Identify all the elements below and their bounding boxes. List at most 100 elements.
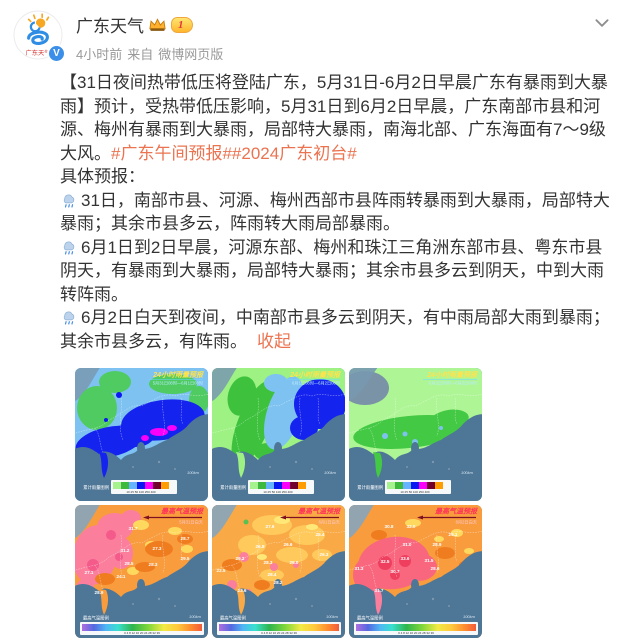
map-subtitle: 5月31日白天 [179, 519, 204, 526]
svg-text:31.2: 31.2 [121, 548, 130, 553]
svg-text:26.3: 26.3 [320, 552, 329, 557]
map-scale: 100km [187, 470, 200, 475]
username[interactable]: 广东天气 [76, 17, 144, 36]
svg-text:31.0: 31.0 [403, 542, 412, 547]
map-title: 24小时雨量预报 [289, 370, 341, 379]
rain-cloud-icon [63, 194, 75, 208]
svg-text:28.3: 28.3 [264, 560, 273, 565]
post-content: 【31日夜间热带低压将登陆广东，5月31日-6月2日早晨广东有暴雨到大暴雨】预计… [60, 71, 613, 353]
svg-text:31.7: 31.7 [375, 588, 384, 593]
svg-text:29.2: 29.2 [236, 556, 245, 561]
svg-text:30.7: 30.7 [391, 569, 400, 574]
svg-text:25.4: 25.4 [316, 532, 325, 537]
svg-text:27.3: 27.3 [153, 546, 162, 551]
map-title: 最高气温预报 [435, 507, 478, 516]
svg-text:23.6: 23.6 [238, 588, 247, 593]
temperature-labels: 27.6 25.4 26.5 26.6 28.3 28.0 26.3 29.2 … [217, 524, 329, 593]
timestamp[interactable]: 4小时前 [76, 47, 123, 62]
map-scale: 100km [189, 614, 202, 619]
temp-map-day2[interactable]: 27.6 25.4 26.5 26.6 28.3 28.0 26.3 29.2 … [212, 505, 345, 638]
temperature-labels: 31.7 28.7 31.2 27.3 28.5 28.3 29.5 27.1 … [85, 526, 190, 595]
bullet-text: 6月2日白天到夜间，中南部市县多云到阴天，有中雨局部大雨到暴雨；其余市县多云，有… [60, 308, 610, 351]
fan-level-badge[interactable]: 1 [171, 16, 193, 33]
detail-heading: 具体预报： [60, 167, 145, 186]
temperature-labels: 30.8 32.0 29.1 31.0 28.9 32.5 33.6 31.5 … [355, 524, 458, 593]
map-title: 最高气温预报 [161, 507, 204, 516]
post-header: 广东天气 V 广东天气 1 4小时前 来自 微博网页版 [13, 10, 618, 64]
legend-label: 最高气温图例 [220, 615, 246, 622]
svg-text:31.7: 31.7 [129, 526, 138, 531]
svg-text:30.8: 30.8 [385, 524, 394, 529]
legend-label: 最高气温图例 [357, 615, 383, 622]
rain-map-day3[interactable]: 24小时雨量预报 6月2日08时—6月3日08时 100km 累计雨量图例 10… [349, 368, 482, 501]
map-subtitle: 6月2日08时—6月3日08时 [429, 380, 478, 387]
svg-text:32.5: 32.5 [381, 559, 390, 564]
rain-map-day2[interactable]: 24小时雨量预报 6月1日08时—6月2日08时 100km 累计雨量图例 10… [212, 368, 345, 501]
legend-ticks: 10 25 50 100 250 400 [263, 490, 293, 494]
map-subtitle: 6月2日白天 [456, 519, 478, 526]
legend-label: 累计雨量图例 [357, 484, 383, 491]
map-subtitle: 6月1日白天 [319, 519, 341, 526]
temp-map-day1[interactable]: 31.7 28.7 31.2 27.3 28.5 28.3 29.5 27.1 … [75, 505, 208, 638]
source-prefix: 来自 [127, 47, 154, 62]
svg-text:28.9: 28.9 [95, 590, 104, 595]
legend-label: 累计雨量图例 [83, 484, 109, 491]
collapse-link[interactable]: 收起 [257, 331, 291, 351]
image-grid: 24小时雨量预报 5月31日08时—6月1日08时 100km 累计雨量图例 1… [75, 368, 482, 638]
legend-ticks: 0 4 8 12 16 20 24 28 32 36 [124, 631, 160, 635]
map-scale: 100km [326, 614, 339, 619]
legend-ticks: 10 25 50 100 250 400 [126, 490, 156, 494]
svg-text:31.3: 31.3 [355, 566, 364, 571]
hashtag-link-1[interactable]: #广东午间预报# [111, 143, 232, 163]
svg-text:27.6: 27.6 [266, 524, 275, 529]
legend-ticks: 0 4 8 12 16 20 24 28 32 36 [398, 631, 434, 635]
svg-text:28.2: 28.2 [274, 580, 283, 585]
bullet-text: 6月1日到2日早晨，河源东部、梅州和珠江三角洲东部市县、粤东市县阴天，有暴雨到大… [60, 237, 604, 304]
source-link[interactable]: 微博网页版 [158, 47, 224, 62]
hashtag-link-2[interactable]: #2024广东初台# [231, 143, 357, 163]
svg-text:32.0: 32.0 [407, 524, 416, 529]
map-subtitle: 5月31日08时—6月1日08时 [153, 380, 204, 387]
chevron-down-icon[interactable] [593, 14, 611, 32]
forecast-bullet-1: 31日，南部市县、河源、梅州西部市县阵雨转暴雨到大暴雨，局部特大暴雨；其余市县多… [60, 189, 613, 236]
svg-text:28.3: 28.3 [149, 562, 158, 567]
svg-text:31.5: 31.5 [425, 558, 434, 563]
svg-text:28.0: 28.0 [290, 560, 299, 565]
map-title: 24小时雨量预报 [152, 370, 204, 379]
svg-text:广东天气: 广东天气 [26, 48, 52, 57]
post-paragraph: 【31日夜间热带低压将登陆广东，5月31日-6月2日早晨广东有暴雨到大暴雨】预计… [60, 73, 608, 163]
legend-label: 最高气温图例 [83, 615, 109, 622]
legend-ticks: 10 25 50 100 250 400 [400, 490, 430, 494]
map-title: 最高气温预报 [298, 507, 341, 516]
crown-icon [149, 17, 166, 31]
rain-map-day1[interactable]: 24小时雨量预报 5月31日08时—6月1日08时 100km 累计雨量图例 1… [75, 368, 208, 501]
post-text: 【31日夜间热带低压将登陆广东，5月31日-6月2日早晨广东有暴雨到大暴雨】预计… [60, 71, 613, 165]
forecast-bullet-2: 6月1日到2日早晨，河源东部、梅州和珠江三角洲东部市县、粤东市县阴天，有暴雨到大… [60, 236, 613, 307]
svg-text:28.6: 28.6 [431, 566, 440, 571]
svg-text:26.6: 26.6 [284, 542, 293, 547]
svg-text:28.4: 28.4 [268, 572, 277, 577]
svg-text:22.5: 22.5 [217, 568, 226, 573]
map-scale: 100km [463, 614, 476, 619]
map-scale: 100km [324, 470, 337, 475]
svg-text:28.9: 28.9 [433, 542, 442, 547]
avatar[interactable]: 广东天气 V [13, 10, 66, 63]
temp-map-day3[interactable]: 30.8 32.0 29.1 31.0 28.9 32.5 33.6 31.5 … [349, 505, 482, 638]
svg-text:27.1: 27.1 [85, 570, 94, 575]
map-subtitle: 6月1日08时—6月2日08时 [292, 380, 341, 387]
svg-text:26.5: 26.5 [256, 544, 265, 549]
svg-text:29.5: 29.5 [181, 556, 190, 561]
forecast-bullet-3: 6月2日白天到夜间，中南部市县多云到阴天，有中雨局部大雨到暴雨；其余市县多云，有… [60, 306, 613, 353]
svg-text:24.1: 24.1 [117, 574, 126, 579]
legend-label: 累计雨量图例 [220, 484, 246, 491]
svg-text:33.6: 33.6 [401, 556, 410, 561]
verified-badge-icon: V [47, 44, 66, 63]
legend-ticks: 0 4 8 12 16 20 24 28 32 36 [261, 631, 297, 635]
svg-text:28.5: 28.5 [125, 561, 134, 566]
svg-text:29.1: 29.1 [449, 532, 458, 537]
bullet-text: 31日，南部市县、河源、梅州西部市县阵雨转暴雨到大暴雨，局部特大暴雨；其余市县多… [60, 190, 610, 234]
rain-cloud-icon [63, 311, 75, 325]
map-scale: 100km [461, 470, 474, 475]
map-title: 24小时雨量预报 [426, 370, 478, 379]
